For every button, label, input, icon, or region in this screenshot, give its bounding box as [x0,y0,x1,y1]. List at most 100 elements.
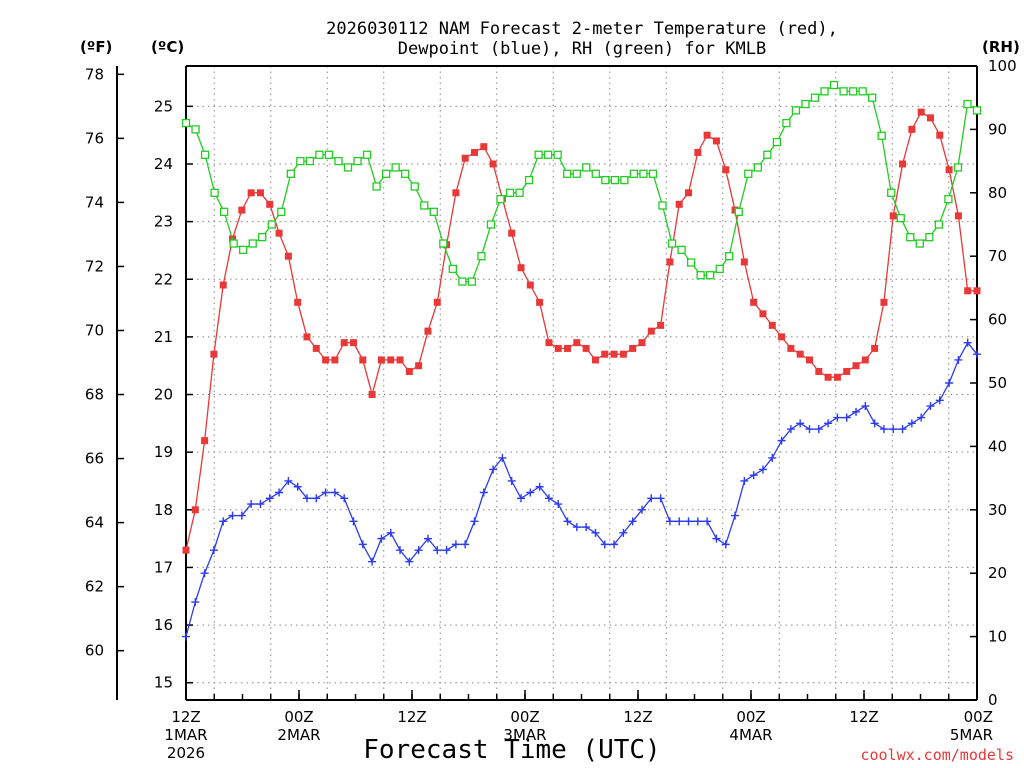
data-point-2-meter-temperature [275,229,283,237]
data-point-rh [648,169,658,178]
data-point-rh [563,169,572,178]
rh-tick-label: 100 [988,57,1017,75]
data-point-rh [839,87,848,96]
data-point-2-meter-temperature [322,356,330,364]
data-point-dewpoint [554,500,563,509]
data-point-dewpoint [758,465,767,474]
data-point-2-meter-temperature [722,166,730,174]
data-point-rh [543,150,553,159]
data-point-dewpoint [740,476,749,485]
data-point-rh [715,264,724,274]
data-point-dewpoint [302,494,311,503]
data-point-rh [391,163,400,172]
celsius-tick-label: 25 [154,97,173,115]
data-point-dewpoint [414,546,423,555]
data-point-2-meter-temperature [433,298,441,306]
data-point-dewpoint [368,557,377,566]
data-point-dewpoint [963,338,972,347]
data-point-rh [572,169,581,178]
data-point-dewpoint [247,500,256,509]
data-point-2-meter-temperature [694,148,702,156]
data-point-rh [772,137,782,147]
data-point-rh [906,233,915,242]
data-point-rh [963,99,972,109]
data-point-2-meter-temperature [424,327,432,335]
data-point-2-meter-temperature [573,339,581,347]
data-point-rh [439,239,448,248]
data-point-rh [610,175,620,185]
data-point-dewpoint [423,534,432,543]
celsius-tick-label: 19 [154,443,173,461]
data-point-dewpoint [461,540,470,549]
data-point-2-meter-temperature [554,344,562,352]
data-point-dewpoint [591,528,600,537]
data-point-rh [667,239,677,248]
celsius-tick-label: 22 [154,270,173,288]
credit-label: coolwx.com/models [860,746,1014,764]
rh-tick-label: 40 [988,437,1007,455]
data-point-2-meter-temperature [536,298,544,306]
data-point-rh [677,245,686,255]
data-point-dewpoint [405,557,414,566]
data-point-2-meter-temperature [247,189,255,197]
series-line-2-meter-temperature [185,111,977,551]
data-point-2-meter-temperature [396,356,404,364]
data-point-dewpoint [237,511,246,520]
data-point-rh [887,188,896,197]
rh-tick-label: 60 [988,311,1007,329]
data-point-rh [696,271,705,280]
data-point-rh [448,264,457,274]
data-point-2-meter-temperature [610,350,618,358]
data-point-2-meter-temperature [489,160,497,168]
data-point-dewpoint [637,505,646,514]
data-point-2-meter-temperature [582,344,590,352]
data-point-2-meter-temperature [647,327,655,335]
rh-tick-label: 90 [988,120,1007,138]
data-point-2-meter-temperature [787,344,795,352]
data-point-dewpoint [209,546,218,555]
data-point-2-meter-temperature [601,350,609,358]
data-point-2-meter-temperature [638,339,646,347]
data-point-dewpoint [563,517,572,526]
fahrenheit-tick-label: 62 [85,578,104,596]
data-point-dewpoint [777,436,786,445]
data-point-dewpoint [656,494,665,503]
data-point-rh [763,150,772,159]
data-point-rh [934,220,944,229]
data-point-dewpoint [544,494,553,503]
data-point-2-meter-temperature [340,339,348,347]
data-point-dewpoint [917,413,926,422]
data-point-dewpoint [926,402,935,411]
fahrenheit-tick-label: 74 [85,193,104,211]
data-point-rh [629,169,639,178]
data-point-dewpoint [731,511,740,520]
data-point-2-meter-temperature [350,339,358,347]
data-point-dewpoint [572,523,581,532]
data-point-2-meter-temperature [256,189,264,197]
data-point-dewpoint [358,540,367,549]
data-point-dewpoint [284,476,293,485]
data-point-2-meter-temperature [768,321,776,329]
celsius-tick-label: 16 [154,616,173,634]
data-point-2-meter-temperature [815,367,823,375]
data-point-dewpoint [582,523,591,532]
data-point-2-meter-temperature [452,189,460,197]
data-point-2-meter-temperature [619,350,627,358]
data-point-dewpoint [517,494,526,503]
data-point-dewpoint [973,350,981,359]
data-point-dewpoint [386,528,395,537]
data-point-dewpoint [861,402,870,411]
data-point-dewpoint [191,598,200,607]
fahrenheit-tick-label: 72 [85,257,104,275]
data-point-2-meter-temperature [954,212,962,220]
data-point-rh [829,80,839,90]
data-point-dewpoint [600,540,609,549]
data-point-2-meter-temperature [833,373,841,381]
title-line-2: Dewpoint (blue), RH (green) for KMLB [398,39,766,59]
data-point-rh [868,93,877,102]
title-line-1: 2026030112 NAM Forecast 2-meter Temperat… [326,19,838,39]
time-tick-label: 00Z [736,708,765,726]
time-tick-label: 2MAR [277,726,320,744]
data-point-rh [372,182,381,191]
data-point-rh [362,150,372,159]
